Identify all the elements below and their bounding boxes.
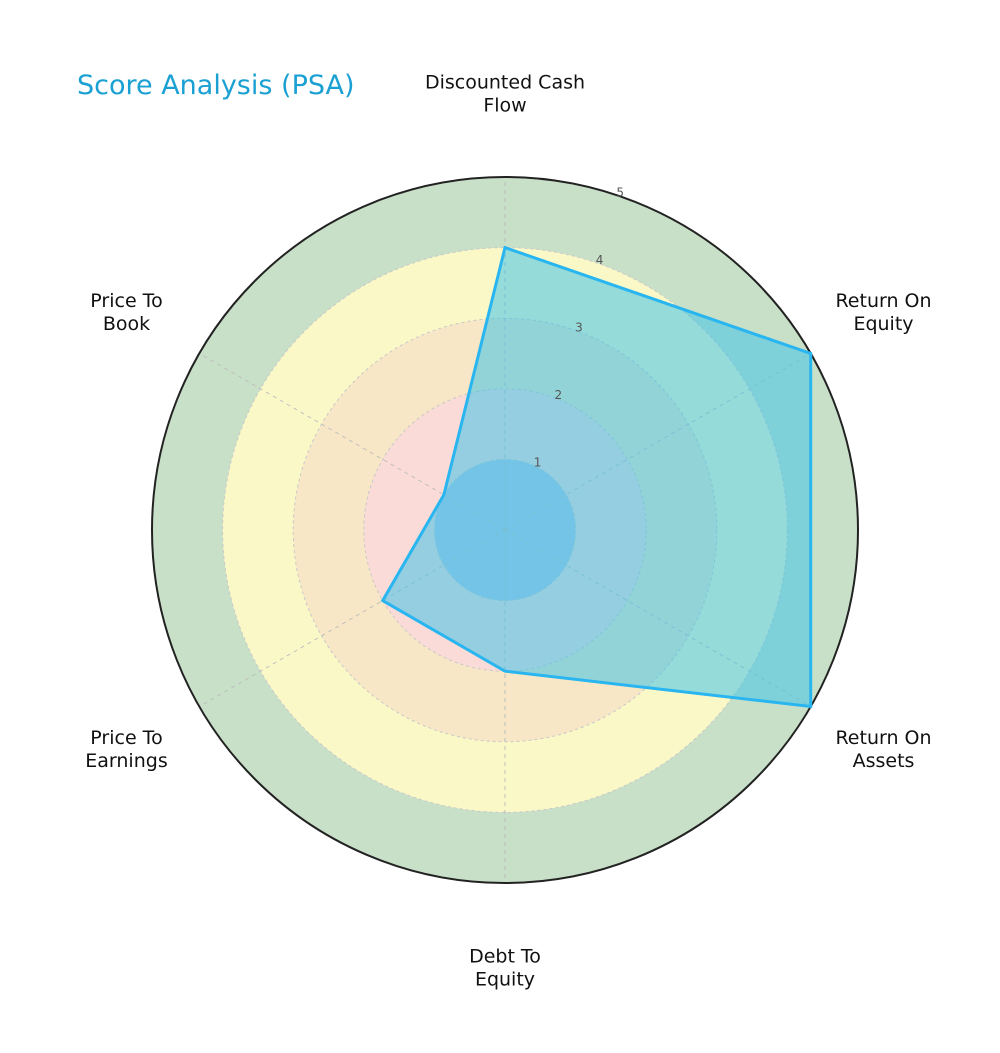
axis-label-line: Price To xyxy=(90,290,162,312)
axis-label-line: Earnings xyxy=(85,750,167,772)
ring-label-3: 3 xyxy=(575,321,583,335)
outer-ring xyxy=(151,176,859,884)
axis-label-line: Debt To xyxy=(469,946,541,968)
ring-label-4: 4 xyxy=(596,253,604,267)
ring-label-2: 2 xyxy=(554,388,562,402)
axis-label-1: Return On Equity xyxy=(835,290,931,335)
axis-label-3: Debt To Equity xyxy=(469,946,541,991)
axis-label-line: Equity xyxy=(853,313,913,335)
axis-label-line: Price To xyxy=(90,727,162,749)
axis-label-line: Return On xyxy=(835,727,931,749)
ring-label-5: 5 xyxy=(616,185,624,199)
ring-labels: 1 2 3 4 5 xyxy=(534,185,624,469)
axis-label-line: Return On xyxy=(835,290,931,312)
series-polygon xyxy=(380,245,813,709)
data-series xyxy=(380,245,813,709)
axis-label-line: Discounted Cash xyxy=(425,72,585,94)
axis-label-4: Price To Earnings xyxy=(85,727,167,772)
axis-label-2: Return On Assets xyxy=(835,727,931,772)
chart-title: Score Analysis (PSA) xyxy=(77,70,355,101)
axis-label-5: Price To Book xyxy=(90,290,162,335)
axis-label-line: Equity xyxy=(475,969,535,991)
axis-label-line: Book xyxy=(103,313,150,335)
axis-label-line: Assets xyxy=(853,750,915,772)
axis-label-0: Discounted Cash Flow xyxy=(425,72,585,117)
axis-label-line: Flow xyxy=(483,95,526,117)
ring-label-1: 1 xyxy=(534,456,542,470)
